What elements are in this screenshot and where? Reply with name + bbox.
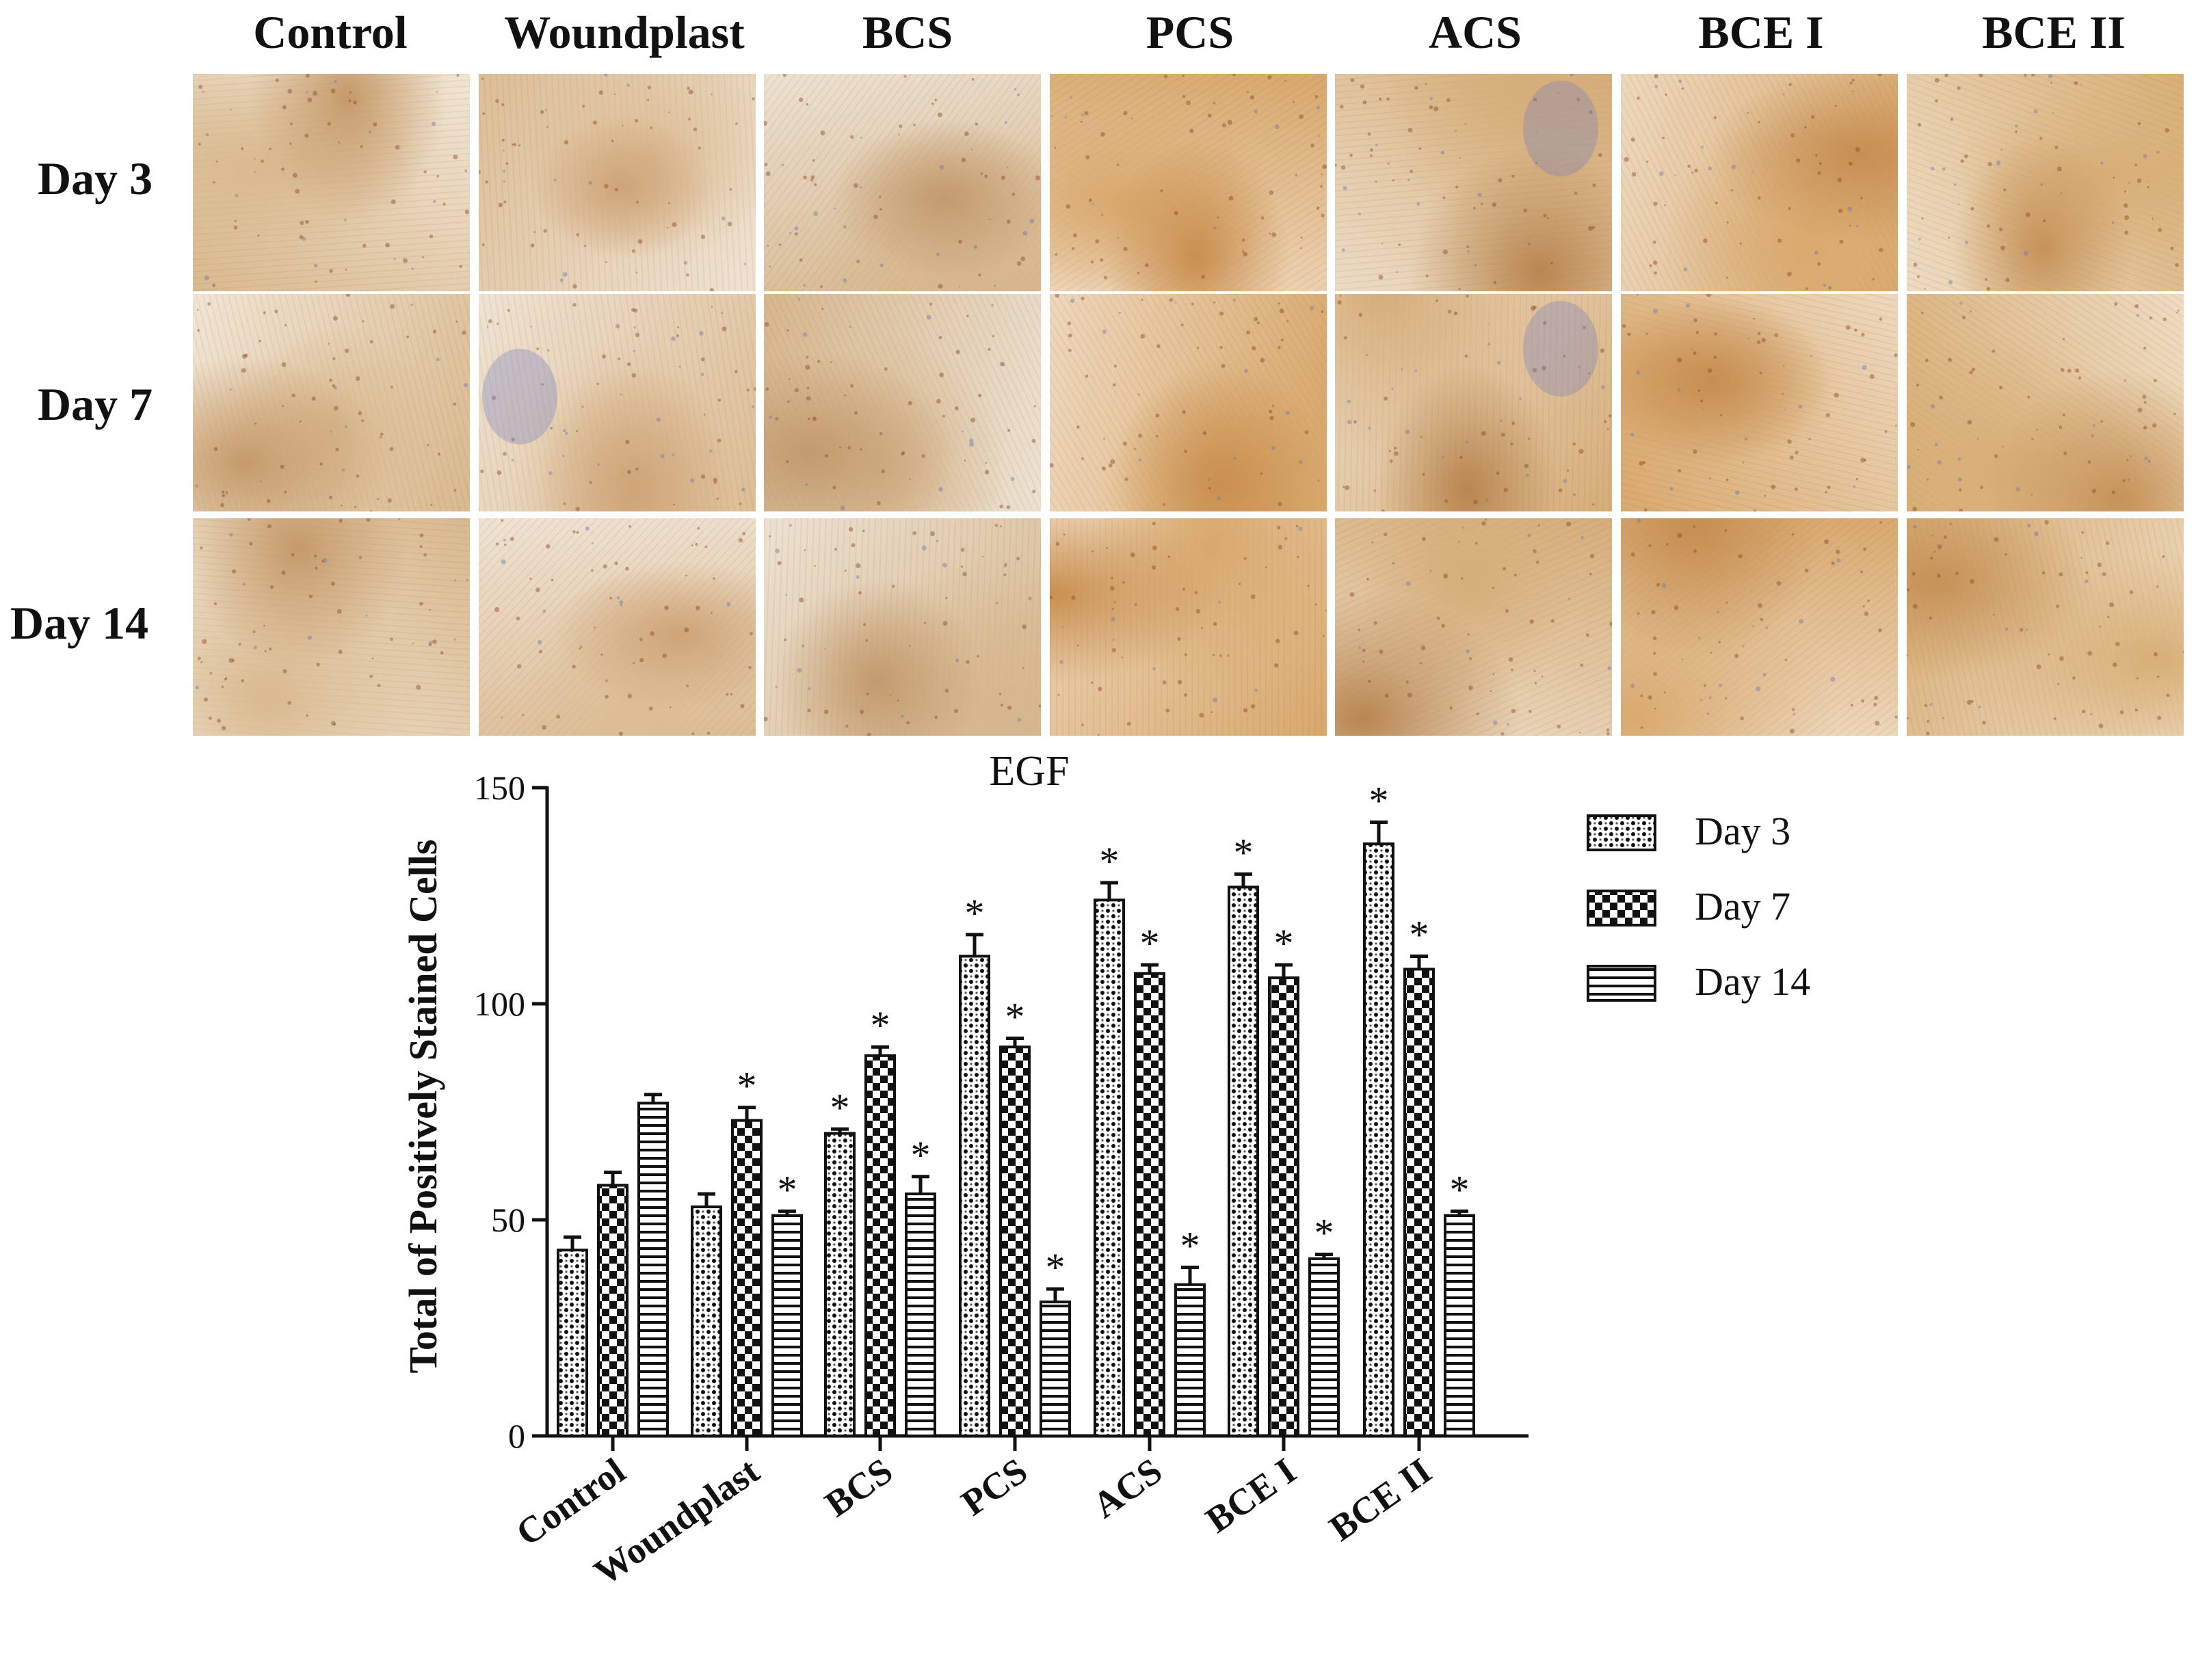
- micrograph-panel: [1621, 74, 1898, 291]
- micrograph-panel: [193, 294, 470, 511]
- micrograph-panel: [764, 294, 1041, 511]
- significance-marker: *: [830, 1085, 850, 1130]
- bar: [557, 1249, 588, 1437]
- bar: [597, 1184, 629, 1437]
- micrograph-panel: [764, 518, 1041, 736]
- micrograph-panel: [479, 518, 756, 736]
- micrograph-panel: [1335, 518, 1612, 736]
- micrograph-panel: [1907, 518, 2184, 736]
- micrograph-panel: [1907, 74, 2184, 291]
- bar: [824, 1132, 856, 1437]
- micrograph-panel: [479, 294, 756, 511]
- bar: [1040, 1301, 1071, 1437]
- significance-marker: *: [1046, 1245, 1066, 1290]
- column-label-7: BCE II: [1982, 6, 2126, 58]
- significance-marker: *: [1180, 1224, 1200, 1268]
- y-tick-label: 150: [474, 769, 525, 807]
- legend-swatch: [1587, 965, 1656, 1002]
- significance-marker: *: [737, 1064, 757, 1108]
- micrograph-panel: [1621, 518, 1898, 736]
- legend-label: Day 14: [1695, 959, 1810, 1004]
- significance-marker: *: [1314, 1211, 1334, 1255]
- x-tick-label: BCE I: [1198, 1450, 1304, 1541]
- bar: [905, 1192, 936, 1437]
- bar: [691, 1205, 722, 1438]
- row-label-1: Day 3: [38, 152, 153, 204]
- row-label-3: Day 14: [10, 597, 149, 649]
- significance-marker: *: [871, 1003, 890, 1048]
- chart-title: EGF: [989, 748, 1069, 795]
- significance-marker: *: [1369, 779, 1389, 823]
- chart-legend: Day 3 Day 7 Day 14: [1587, 809, 1810, 1004]
- bar: [1403, 968, 1435, 1437]
- x-tick-label: ACS: [1085, 1450, 1169, 1526]
- x-tick-label: PCS: [954, 1450, 1035, 1524]
- significance-marker: *: [1234, 830, 1254, 875]
- bar: [1094, 898, 1125, 1437]
- column-label-4: PCS: [1146, 6, 1234, 58]
- significance-marker: *: [1450, 1167, 1470, 1212]
- bar: [999, 1045, 1031, 1437]
- y-axis-label: Total of Positively Stained Cells: [401, 840, 445, 1374]
- micrograph-panel: [1335, 74, 1612, 291]
- legend-label: Day 7: [1695, 884, 1790, 929]
- bar: [1268, 976, 1299, 1437]
- bar: [1134, 972, 1165, 1437]
- micrograph-panel: [1050, 294, 1327, 511]
- legend-swatch: [1587, 890, 1656, 926]
- bar: [959, 955, 990, 1437]
- bar: [637, 1102, 669, 1437]
- column-label-1: Control: [253, 6, 408, 58]
- significance-marker: *: [1410, 912, 1429, 957]
- x-tick-label: Control: [509, 1450, 633, 1554]
- bar: [1174, 1283, 1206, 1438]
- column-label-5: ACS: [1428, 6, 1522, 58]
- column-label-2: Woundplast: [504, 6, 745, 58]
- bar: [731, 1119, 763, 1437]
- significance-marker: *: [1274, 921, 1294, 965]
- significance-marker: *: [1100, 839, 1120, 883]
- y-tick-label: 50: [491, 1201, 525, 1239]
- bar: [1308, 1257, 1340, 1437]
- micrograph-panel: [193, 518, 470, 736]
- significance-marker: *: [1140, 921, 1160, 965]
- column-label-3: BCS: [862, 6, 953, 58]
- column-label-6: BCE I: [1698, 6, 1824, 58]
- chart-bars: * * * * * * * * * * * * * * * * *: [557, 779, 1475, 1438]
- y-tick-label: 100: [474, 985, 525, 1023]
- micrograph-panel: [1335, 294, 1612, 511]
- x-tick-label: BCS: [817, 1450, 899, 1525]
- bar: [1444, 1214, 1475, 1438]
- x-tick-label: BCE II: [1322, 1450, 1439, 1549]
- row-label-2: Day 7: [38, 378, 153, 430]
- legend-label: Day 3: [1695, 809, 1790, 853]
- bar: [771, 1214, 803, 1438]
- significance-marker: *: [778, 1167, 797, 1212]
- significance-marker: *: [1005, 995, 1025, 1039]
- micrograph-panel: [1907, 294, 2184, 511]
- significance-marker: *: [911, 1133, 931, 1177]
- y-tick-label: 0: [508, 1417, 525, 1455]
- micrograph-panel: [1050, 74, 1327, 291]
- significance-marker: *: [965, 891, 985, 935]
- bar: [1363, 842, 1394, 1438]
- bar: [1228, 885, 1259, 1437]
- micrograph-panel: [1621, 294, 1898, 511]
- legend-swatch: [1587, 814, 1656, 851]
- micrograph-panel: [764, 74, 1041, 291]
- bar: [864, 1054, 896, 1437]
- micrograph-panel: [1050, 518, 1327, 736]
- micrograph-panel: [479, 74, 756, 291]
- micrograph-panel: [193, 74, 470, 291]
